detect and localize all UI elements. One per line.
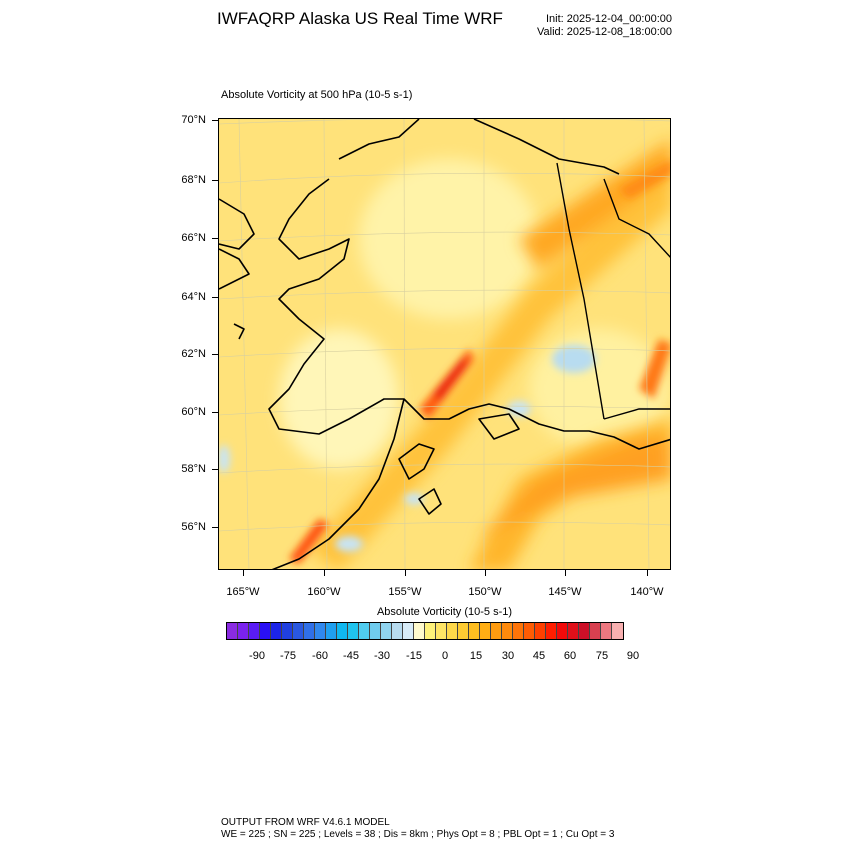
colorbar-swatch bbox=[491, 623, 502, 639]
lat-tick bbox=[212, 412, 218, 413]
footer-model-version: OUTPUT FROM WRF V4.6.1 MODEL bbox=[221, 817, 390, 828]
colorbar-swatch bbox=[557, 623, 568, 639]
colorbar-swatch bbox=[370, 623, 381, 639]
colorbar-label: -90 bbox=[249, 650, 265, 662]
lon-label-145: 145°W bbox=[548, 586, 582, 598]
colorbar-label: 45 bbox=[532, 650, 546, 662]
lat-label-62: 62°N bbox=[181, 348, 206, 360]
lon-label-160: 160°W bbox=[307, 586, 341, 598]
colorbar-swatch bbox=[304, 623, 315, 639]
colorbar-label: -15 bbox=[406, 650, 422, 662]
colorbar-label: -30 bbox=[374, 650, 390, 662]
lat-tick bbox=[212, 469, 218, 470]
map-canvas bbox=[219, 119, 670, 569]
colorbar-swatch bbox=[447, 623, 458, 639]
colorbar-swatch bbox=[238, 623, 249, 639]
lat-tick bbox=[212, 120, 218, 121]
lat-label-60: 60°N bbox=[181, 406, 206, 418]
model-footer: OUTPUT FROM WRF V4.6.1 MODEL WE = 225 ; … bbox=[221, 817, 614, 841]
colorbar-title: Absolute Vorticity (10-5 s-1) bbox=[376, 606, 513, 618]
colorbar-swatch bbox=[612, 623, 623, 639]
colorbar-swatch bbox=[579, 623, 590, 639]
lon-tick bbox=[324, 570, 325, 576]
colorbar-swatch bbox=[337, 623, 348, 639]
lon-label-155: 155°W bbox=[388, 586, 422, 598]
lat-label-66: 66°N bbox=[181, 232, 206, 244]
colorbar-label: -60 bbox=[312, 650, 328, 662]
vorticity-band-ne bbox=[309, 140, 670, 569]
colorbar-label: 0 bbox=[441, 650, 449, 662]
colorbar-swatch bbox=[282, 623, 293, 639]
colorbar-swatch bbox=[315, 623, 326, 639]
colorbar-swatch bbox=[249, 623, 260, 639]
lon-tick bbox=[485, 570, 486, 576]
lat-tick bbox=[212, 354, 218, 355]
negative-vorticity-patches bbox=[219, 345, 596, 552]
init-time: Init: 2025-12-04_00:00:00 bbox=[546, 13, 672, 25]
colorbar-label: 60 bbox=[563, 650, 577, 662]
vorticity-band-south bbox=[470, 419, 670, 569]
run-times: Init: 2025-12-04_00:00:00 Valid: 2025-12… bbox=[537, 13, 672, 39]
lat-label-56: 56°N bbox=[181, 521, 206, 533]
colorbar-swatch bbox=[359, 623, 370, 639]
lat-label-68: 68°N bbox=[181, 174, 206, 186]
colorbar-swatch bbox=[513, 623, 524, 639]
colorbar-label: 15 bbox=[469, 650, 483, 662]
lat-label-58: 58°N bbox=[181, 463, 206, 475]
footer-model-config: WE = 225 ; SN = 225 ; Levels = 38 ; Dis … bbox=[221, 829, 615, 840]
graticule bbox=[219, 119, 670, 569]
valid-time: Valid: 2025-12-08_18:00:00 bbox=[537, 26, 672, 38]
alaska-coastline bbox=[219, 119, 670, 569]
colorbar-swatch bbox=[601, 623, 612, 639]
colorbar-swatch bbox=[458, 623, 469, 639]
lon-label-140: 140°W bbox=[630, 586, 664, 598]
colorbar-label: -75 bbox=[280, 650, 296, 662]
colorbar-swatch bbox=[524, 623, 535, 639]
lat-tick bbox=[212, 238, 218, 239]
field-subtitle: Absolute Vorticity at 500 hPa (10-5 s-1) bbox=[221, 89, 413, 101]
colorbar-swatch bbox=[502, 623, 513, 639]
colorbar-label: 90 bbox=[626, 650, 640, 662]
colorbar-swatch bbox=[436, 623, 447, 639]
lat-label-70: 70°N bbox=[181, 114, 206, 126]
colorbar-label: -45 bbox=[343, 650, 359, 662]
alaska-canada-border bbox=[556, 162, 670, 420]
colorbar-swatch bbox=[381, 623, 392, 639]
lon-tick bbox=[565, 570, 566, 576]
colorbar-swatch bbox=[227, 623, 238, 639]
colorbar-swatch bbox=[414, 623, 425, 639]
colorbar-swatch bbox=[260, 623, 271, 639]
colorbar-swatch bbox=[469, 623, 480, 639]
colorbar-label: 75 bbox=[595, 650, 609, 662]
vorticity-map bbox=[218, 118, 671, 570]
colorbar-swatch bbox=[392, 623, 403, 639]
colorbar-label: 30 bbox=[501, 650, 515, 662]
lon-tick bbox=[405, 570, 406, 576]
colorbar bbox=[226, 622, 624, 640]
colorbar-swatch bbox=[425, 623, 436, 639]
lon-label-165: 165°W bbox=[226, 586, 260, 598]
lon-tick bbox=[243, 570, 244, 576]
lat-label-64: 64°N bbox=[181, 291, 206, 303]
lon-label-150: 150°W bbox=[468, 586, 502, 598]
lat-tick bbox=[212, 297, 218, 298]
colorbar-swatch bbox=[590, 623, 601, 639]
colorbar-swatch bbox=[535, 623, 546, 639]
colorbar-swatch bbox=[348, 623, 359, 639]
colorbar-swatch bbox=[546, 623, 557, 639]
colorbar-swatch bbox=[403, 623, 414, 639]
colorbar-swatch bbox=[326, 623, 337, 639]
lat-tick bbox=[212, 527, 218, 528]
colorbar-swatch bbox=[480, 623, 491, 639]
colorbar-swatch bbox=[293, 623, 304, 639]
lon-tick bbox=[647, 570, 648, 576]
colorbar-swatch bbox=[271, 623, 282, 639]
lat-tick bbox=[212, 180, 218, 181]
map-title: IWFAQRP Alaska US Real Time WRF bbox=[217, 9, 503, 28]
colorbar-swatch bbox=[568, 623, 579, 639]
